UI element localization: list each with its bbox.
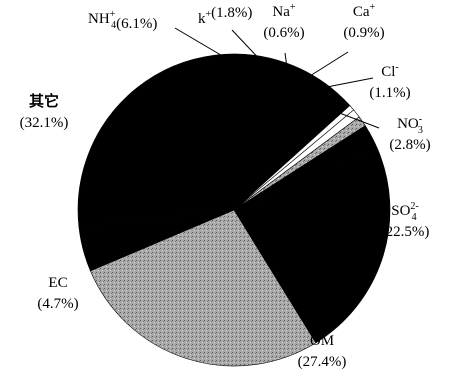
- slice-label-species-no3: NO-3: [397, 114, 423, 136]
- slice-label-value-ca: (0.9%): [343, 25, 384, 41]
- slice-label-k: k+(1.8%): [198, 5, 252, 27]
- leader-line-cl: [295, 77, 374, 94]
- labels-layer: NH+ 4(6.1%) k+(1.8%) Na+ (0.6%) Ca+ (0.9%) Cl- (…: [20, 2, 431, 370]
- slice-label-species-na: Na+: [272, 2, 296, 20]
- leaders-layer: [174, 27, 380, 129]
- pie-slice-so4: [233, 149, 391, 344]
- slice-label-om: OM (27.4%): [298, 333, 347, 370]
- leader-line-ca: [293, 51, 349, 87]
- leader-line-na: [284, 52, 290, 83]
- slice-label-value-om: (27.4%): [298, 354, 347, 370]
- slice-label-value-so4: (22.5%): [381, 224, 430, 240]
- leader-line-no3: [299, 97, 380, 129]
- slice-label-species-om: OM: [310, 333, 334, 349]
- slice-label-value-cl: (1.1%): [369, 85, 410, 101]
- slice-label-ec: EC (4.7%): [37, 275, 78, 312]
- slice-label-species-ca: Ca+: [353, 2, 376, 20]
- slice-label-so4: SO2-4(22.5%): [381, 201, 430, 240]
- slice-label-species-cl: Cl-: [381, 62, 399, 80]
- slice-label-na: Na+ (0.6%): [263, 2, 304, 41]
- slice-label-value-ec: (4.7%): [37, 296, 78, 312]
- leader-line-nh4: [174, 27, 271, 85]
- slice-label-species-ec: EC: [48, 275, 67, 291]
- slice-label-cl: Cl- (1.1%): [369, 62, 410, 101]
- slice-label-species-k: k+(1.8%): [198, 5, 252, 27]
- pie-slice-om: [89, 209, 317, 367]
- slice-label-ca: Ca+ (0.9%): [343, 2, 384, 41]
- leader-line-k: [231, 29, 282, 83]
- slice-label-nh4: NH+ 4(6.1%): [88, 9, 157, 32]
- slice-label-value-k: (1.8%): [211, 5, 252, 21]
- slice-label-species-other: 其它: [29, 92, 59, 110]
- slice-label-value-other: (32.1%): [20, 115, 69, 131]
- slice-label-value-no3: (2.8%): [389, 137, 430, 153]
- slice-label-other: 其它 (32.1%): [20, 92, 69, 131]
- slice-label-value-na: (0.6%): [263, 25, 304, 41]
- slice-label-no3: NO-3(2.8%): [389, 114, 430, 153]
- slice-label-value-nh4: (6.1%): [116, 16, 157, 32]
- slice-label-species-nh4: NH+ 4(6.1%): [88, 9, 157, 32]
- slices-layer: [77, 53, 391, 367]
- pie-slice-other: [77, 53, 287, 227]
- slice-label-species-so4: SO2-4: [391, 201, 419, 223]
